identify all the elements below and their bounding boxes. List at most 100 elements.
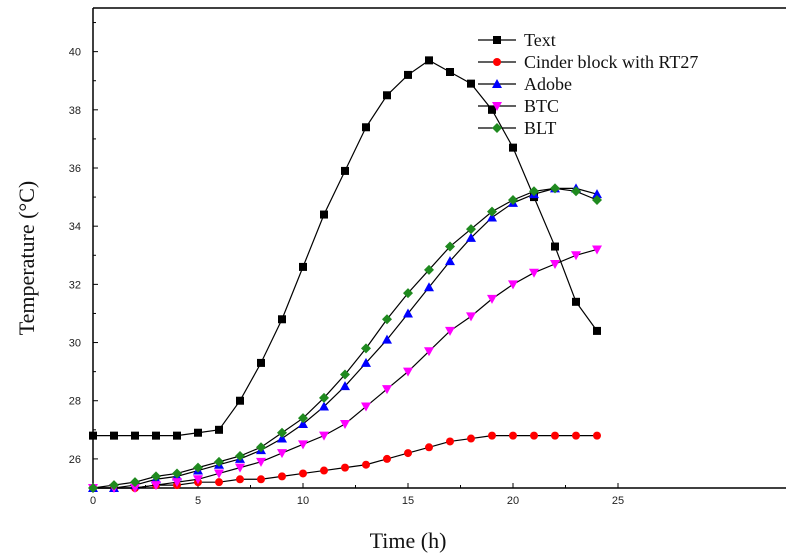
data-point	[404, 449, 412, 458]
data-point	[341, 463, 349, 472]
legend-label: Adobe	[524, 74, 572, 94]
legend-label: BTC	[524, 96, 559, 116]
data-point	[445, 256, 455, 266]
data-point	[551, 431, 559, 440]
data-point	[529, 268, 539, 278]
legend-label: Cinder block with RT27	[524, 52, 698, 72]
x-tick-label: 5	[195, 495, 201, 507]
data-point	[89, 431, 97, 440]
data-point	[571, 186, 581, 197]
data-point	[529, 186, 539, 197]
x-axis-title: Time (h)	[370, 528, 447, 553]
legend-label: BLT	[524, 118, 556, 138]
y-tick-label: 30	[69, 338, 81, 350]
data-point	[362, 460, 370, 469]
legend-item: Cinder block with RT27	[478, 52, 698, 72]
data-point	[487, 206, 497, 217]
series-4	[88, 183, 602, 493]
x-tick-label: 20	[507, 495, 519, 507]
data-point	[235, 463, 245, 473]
data-point	[572, 431, 580, 440]
data-point	[215, 478, 223, 487]
x-tick-label: 0	[90, 495, 96, 507]
data-point	[151, 471, 161, 482]
data-point	[488, 431, 496, 440]
legend-item: BLT	[478, 118, 556, 138]
series-line	[93, 187, 598, 489]
legend-marker	[492, 123, 502, 133]
data-point	[487, 212, 497, 222]
data-point	[257, 358, 265, 367]
data-point	[298, 419, 308, 428]
legend-marker	[492, 102, 502, 111]
data-point	[382, 385, 392, 395]
legend-item: BTC	[478, 96, 559, 116]
data-point	[215, 425, 223, 434]
data-point	[236, 475, 244, 484]
data-point	[466, 224, 476, 235]
data-point	[382, 334, 392, 344]
data-point	[593, 431, 601, 440]
data-point	[299, 262, 307, 271]
y-tick-label: 36	[69, 163, 81, 175]
data-point	[341, 166, 349, 175]
series-1	[89, 431, 601, 492]
data-point	[172, 478, 182, 488]
data-point	[109, 480, 119, 491]
data-point	[193, 475, 203, 485]
data-point	[151, 481, 161, 491]
data-point	[509, 431, 517, 440]
data-point	[362, 123, 370, 132]
legend-item: Adobe	[478, 74, 572, 94]
data-point	[131, 431, 139, 440]
series-line	[93, 435, 597, 489]
legend-marker	[493, 36, 501, 44]
data-point	[425, 56, 433, 65]
y-tick-label: 32	[69, 279, 81, 291]
data-point	[467, 434, 475, 443]
data-point	[509, 143, 517, 152]
data-point	[256, 442, 266, 453]
data-point	[424, 264, 434, 275]
series-line	[93, 248, 598, 489]
data-point	[466, 312, 476, 322]
y-tick-label: 28	[69, 396, 81, 408]
data-point	[446, 437, 454, 446]
data-point	[236, 396, 244, 405]
legend-label: Text	[524, 30, 556, 50]
data-point	[298, 413, 308, 424]
data-point	[383, 454, 391, 463]
data-point	[424, 347, 434, 357]
data-point	[530, 431, 538, 440]
data-point	[404, 70, 412, 79]
data-point	[383, 91, 391, 100]
data-point	[173, 431, 181, 440]
series-line	[92, 187, 598, 489]
y-tick-label: 38	[69, 105, 81, 117]
data-point	[172, 468, 182, 479]
data-point	[298, 440, 308, 450]
series-0	[89, 56, 601, 440]
data-point	[214, 469, 224, 479]
y-tick-label: 40	[69, 47, 81, 59]
data-point	[319, 392, 329, 403]
data-point	[466, 232, 476, 242]
data-point	[152, 431, 160, 440]
data-point	[361, 357, 371, 367]
data-point	[425, 443, 433, 452]
data-point	[445, 241, 455, 252]
data-point	[550, 183, 560, 194]
data-point	[320, 210, 328, 219]
data-point	[193, 462, 203, 473]
data-point	[194, 428, 202, 437]
data-point	[340, 381, 350, 391]
data-point	[572, 297, 580, 306]
data-point	[277, 427, 287, 438]
data-point	[277, 433, 287, 443]
data-point	[592, 245, 602, 255]
data-point	[467, 79, 475, 88]
data-point	[508, 195, 518, 205]
data-point	[88, 483, 98, 493]
x-tick-label: 15	[402, 495, 414, 507]
